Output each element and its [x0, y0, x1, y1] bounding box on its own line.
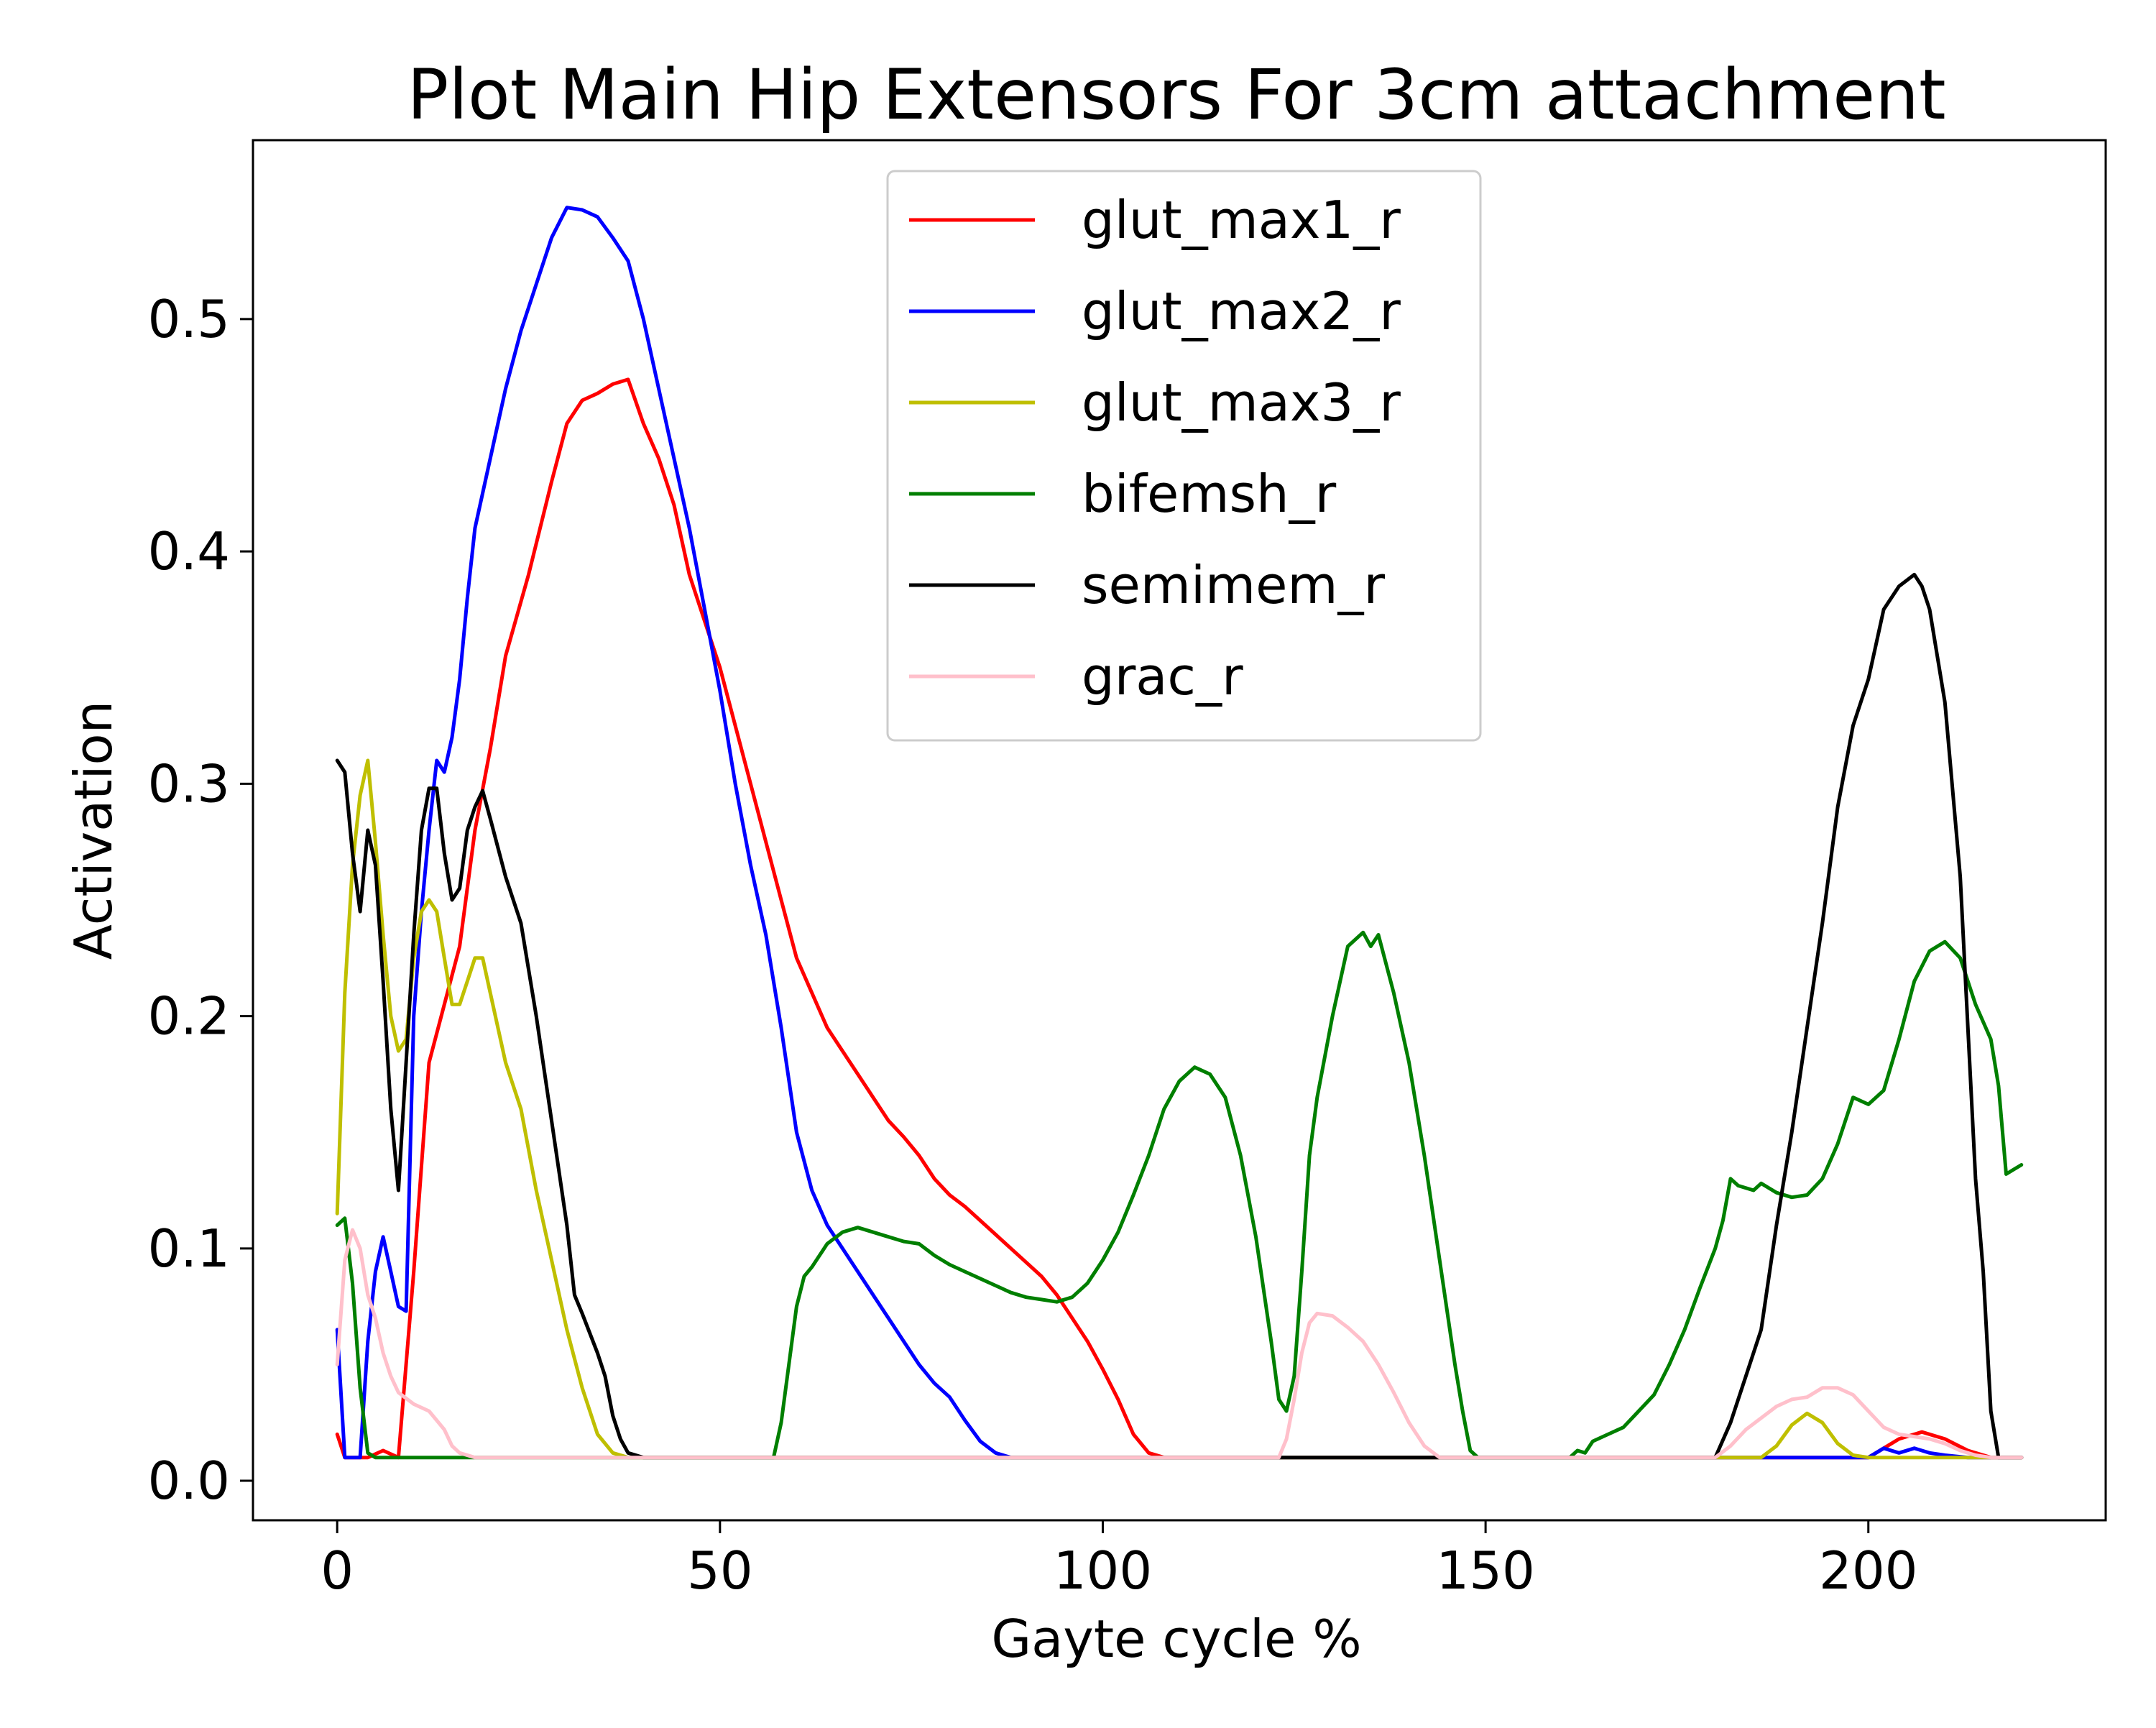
y-axis-label: Activation: [63, 701, 124, 960]
y-tick-label: 0.4: [147, 521, 230, 582]
legend-entry-glut-max2-r: glut_max2_r: [909, 281, 1401, 341]
y-axis: 0.0 0.1 0.2 0.3 0.4 0.5: [147, 289, 253, 1511]
legend-entry-glut-max1-r: glut_max1_r: [909, 190, 1401, 250]
legend-label: bifemsh_r: [1082, 464, 1337, 524]
legend-label: semimem_r: [1082, 555, 1386, 615]
series-line-semimem-r: [335, 572, 2024, 1460]
series-line-grac-r: [335, 1228, 2024, 1460]
legend: glut_max1_r glut_max2_r glut_max3_rbifemsh…: [886, 170, 1482, 742]
x-tick-label: 0: [321, 1540, 354, 1601]
legend-entry-bifemsh-r: bifemsh_r: [909, 464, 1337, 524]
x-tick-label: 200: [1819, 1540, 1917, 1601]
chart-title: Plot Main Hip Extensors For 3cm attachme…: [407, 55, 1945, 135]
x-axis-label: Gayte cycle %: [991, 1609, 1361, 1669]
series-line-glut-max3-r: [335, 758, 2024, 1460]
legend-label: glut_max3_r: [1082, 372, 1401, 433]
y-tick-label: 0.2: [147, 986, 230, 1047]
x-tick-label: 100: [1054, 1540, 1152, 1601]
legend-entry-glut-max3-r: glut_max3_r: [909, 372, 1401, 433]
plot-area: [335, 206, 2024, 1460]
series-line-glut-max1-r: [335, 377, 2024, 1460]
legend-entry-grac-r: grac_r: [909, 646, 1243, 707]
y-tick-label: 0.1: [147, 1218, 230, 1279]
y-tick-label: 0.3: [147, 753, 230, 814]
legend-label: grac_r: [1082, 646, 1243, 707]
legend-label: glut_max2_r: [1082, 281, 1401, 341]
x-tick-label: 50: [687, 1540, 753, 1601]
legend-entry-semimem-r: semimem_r: [909, 555, 1386, 615]
legend-label: glut_max1_r: [1082, 190, 1401, 250]
y-tick-label: 0.0: [147, 1451, 230, 1511]
series-line-bifemsh-r: [335, 930, 2024, 1460]
x-tick-label: 150: [1436, 1540, 1534, 1601]
legend-frame: [886, 170, 1482, 742]
y-tick-label: 0.5: [147, 289, 230, 349]
axes-frame: [252, 139, 2107, 1522]
x-axis: 0 50 100 150 200: [321, 1520, 1917, 1601]
